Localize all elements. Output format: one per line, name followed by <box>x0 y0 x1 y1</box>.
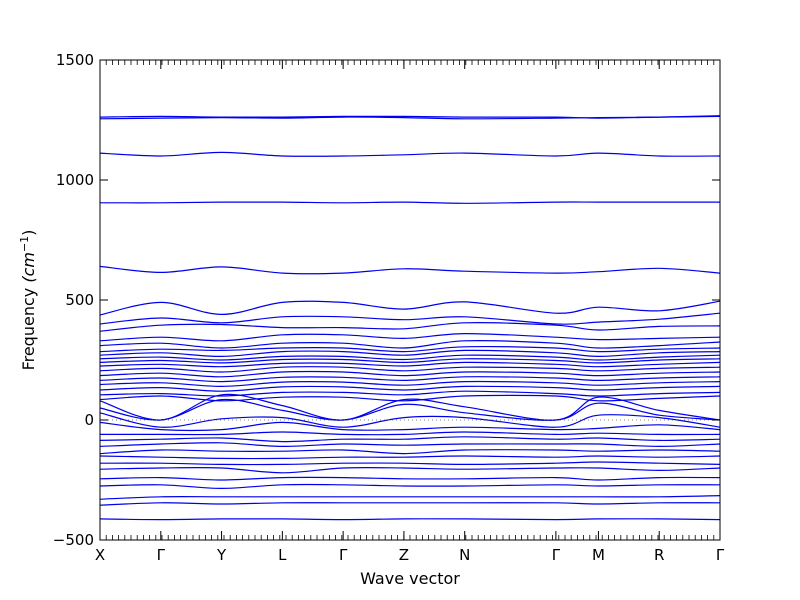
band-line <box>99 436 721 443</box>
band-line <box>99 455 721 460</box>
band-line <box>99 476 721 481</box>
band-line <box>99 421 721 432</box>
x-tick-label: L <box>278 546 287 564</box>
band-line <box>99 354 721 361</box>
y-axis-label: Frequency (cm−1) <box>18 230 39 371</box>
x-tick-label: Γ <box>552 546 561 564</box>
band-line <box>99 442 721 448</box>
y-axis-label-unit: (cm <box>19 252 38 283</box>
band-line <box>99 495 721 500</box>
plot-frame <box>99 59 721 541</box>
y-tick-labels: −500 0 500 1000 1500 <box>53 51 94 549</box>
band-line <box>99 370 721 378</box>
band-line <box>99 366 721 373</box>
band-line <box>99 394 721 402</box>
band-line <box>99 431 721 436</box>
band-line <box>99 466 721 474</box>
band-line <box>99 502 721 506</box>
x-tick-label: Y <box>216 546 227 564</box>
y-axis-label-exponent: −1 <box>18 236 31 252</box>
y-axis-label-text: Frequency <box>19 283 38 371</box>
band-lines <box>99 115 721 521</box>
band-line <box>99 398 721 421</box>
y-tick-label: 0 <box>84 411 94 429</box>
band-line <box>99 332 721 342</box>
x-tick-label: R <box>654 546 664 564</box>
band-line <box>99 380 721 388</box>
band-line <box>99 449 721 455</box>
band-line <box>99 393 721 421</box>
y-tick-label: 1500 <box>56 51 94 69</box>
x-axis-label: Wave vector <box>360 569 460 588</box>
band-line <box>99 385 721 392</box>
y-tick-label: −500 <box>53 531 94 549</box>
band-line <box>99 265 721 275</box>
band-line <box>99 461 721 466</box>
band-line <box>99 322 721 332</box>
band-line <box>99 412 721 428</box>
band-line <box>99 361 721 368</box>
band-line <box>99 151 721 157</box>
y-axis-label-close: ) <box>19 230 38 236</box>
band-line <box>99 346 721 353</box>
x-tick-label: N <box>459 546 470 564</box>
band-line <box>99 483 721 490</box>
x-tick-label: Γ <box>716 546 725 564</box>
band-line <box>99 390 721 397</box>
x-tick-label: X <box>95 546 105 564</box>
band-line <box>99 358 721 364</box>
x-tick-label: M <box>592 546 605 564</box>
x-tick-label: Z <box>399 546 409 564</box>
x-tick-label: Γ <box>339 546 348 564</box>
band-line <box>99 376 721 383</box>
band-line <box>99 201 720 204</box>
y-tick-label: 1000 <box>56 171 94 189</box>
band-line <box>99 340 721 349</box>
x-tick-label: Γ <box>157 546 166 564</box>
band-line <box>99 115 721 119</box>
band-line <box>99 349 721 358</box>
band-line <box>99 518 721 521</box>
band-line <box>99 300 721 316</box>
y-tick-label: 500 <box>65 291 94 309</box>
band-line <box>99 312 721 325</box>
